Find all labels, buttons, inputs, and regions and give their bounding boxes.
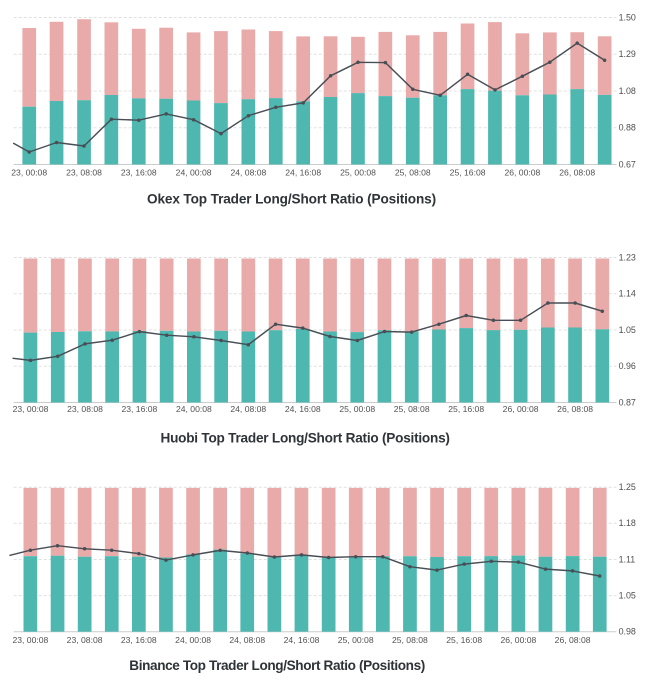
svg-text:23, 08:08: 23, 08:08 <box>67 404 103 414</box>
svg-text:23, 00:08: 23, 00:08 <box>11 167 47 177</box>
svg-text:23, 00:08: 23, 00:08 <box>12 635 48 645</box>
svg-text:25, 00:08: 25, 00:08 <box>339 404 375 414</box>
svg-text:23, 16:08: 23, 16:08 <box>121 167 157 177</box>
svg-text:1.29: 1.29 <box>619 49 636 59</box>
svg-text:23, 16:08: 23, 16:08 <box>121 404 157 414</box>
svg-text:25, 08:08: 25, 08:08 <box>392 635 428 645</box>
svg-text:25, 08:08: 25, 08:08 <box>394 404 430 414</box>
svg-text:24, 16:08: 24, 16:08 <box>285 167 321 177</box>
svg-text:24, 08:08: 24, 08:08 <box>229 635 265 645</box>
svg-text:25, 16:08: 25, 16:08 <box>448 404 484 414</box>
svg-text:23, 00:08: 23, 00:08 <box>13 404 49 414</box>
svg-text:1.11: 1.11 <box>619 554 636 564</box>
svg-text:24, 16:08: 24, 16:08 <box>284 635 320 645</box>
svg-text:24, 16:08: 24, 16:08 <box>285 404 321 414</box>
svg-text:25, 16:08: 25, 16:08 <box>446 635 482 645</box>
svg-text:26, 00:08: 26, 00:08 <box>503 404 539 414</box>
svg-text:26, 00:08: 26, 00:08 <box>504 167 540 177</box>
svg-text:24, 00:08: 24, 00:08 <box>176 167 212 177</box>
svg-text:0.98: 0.98 <box>619 627 636 637</box>
svg-text:23, 08:08: 23, 08:08 <box>67 635 103 645</box>
svg-text:26, 08:08: 26, 08:08 <box>555 635 591 645</box>
svg-text:1.05: 1.05 <box>619 325 636 335</box>
svg-text:23, 08:08: 23, 08:08 <box>66 167 102 177</box>
svg-text:Binance Top Trader Long/Short: Binance Top Trader Long/Short Ratio (Pos… <box>129 658 425 673</box>
svg-text:1.14: 1.14 <box>619 289 636 299</box>
svg-text:0.88: 0.88 <box>619 123 636 133</box>
svg-text:1.18: 1.18 <box>619 518 636 528</box>
svg-text:1.05: 1.05 <box>619 591 636 601</box>
svg-text:0.96: 0.96 <box>619 361 636 371</box>
svg-text:26, 08:08: 26, 08:08 <box>557 404 593 414</box>
svg-text:1.25: 1.25 <box>619 482 636 492</box>
svg-text:25, 00:08: 25, 00:08 <box>338 635 374 645</box>
svg-text:24, 00:08: 24, 00:08 <box>175 635 211 645</box>
svg-text:Okex Top Trader Long/Short Rat: Okex Top Trader Long/Short Ratio (Positi… <box>147 192 436 207</box>
svg-text:23, 16:08: 23, 16:08 <box>121 635 157 645</box>
svg-text:25, 16:08: 25, 16:08 <box>450 167 486 177</box>
svg-text:26, 08:08: 26, 08:08 <box>559 167 595 177</box>
svg-text:25, 08:08: 25, 08:08 <box>395 167 431 177</box>
svg-text:1.50: 1.50 <box>619 12 636 22</box>
svg-text:24, 00:08: 24, 00:08 <box>176 404 212 414</box>
svg-text:1.23: 1.23 <box>619 252 636 262</box>
svg-text:24, 08:08: 24, 08:08 <box>230 167 266 177</box>
svg-text:Huobi Top Trader Long/Short Ra: Huobi Top Trader Long/Short Ratio (Posit… <box>161 431 450 446</box>
svg-text:0.67: 0.67 <box>619 159 636 169</box>
svg-text:0.87: 0.87 <box>619 397 636 407</box>
svg-text:26, 00:08: 26, 00:08 <box>500 635 536 645</box>
svg-text:25, 00:08: 25, 00:08 <box>340 167 376 177</box>
svg-text:1.08: 1.08 <box>619 86 636 96</box>
svg-text:24, 08:08: 24, 08:08 <box>230 404 266 414</box>
